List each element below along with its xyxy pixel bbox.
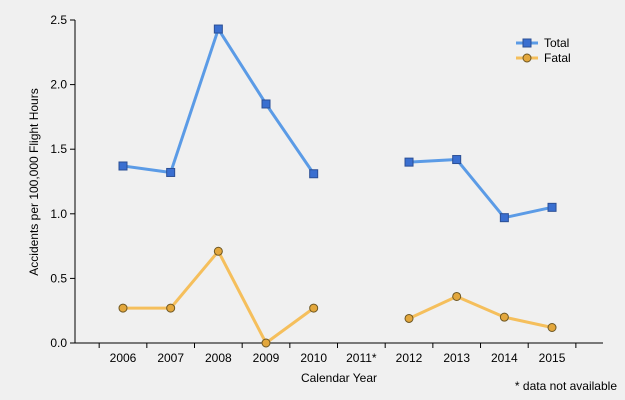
x-tick-label: 2008 <box>205 351 232 365</box>
x-tick-label: 2014 <box>491 351 518 365</box>
y-tick-label: 1.0 <box>50 207 67 221</box>
data-point-fatal <box>213 246 223 256</box>
data-point-total <box>499 213 509 223</box>
series-fatal <box>118 246 557 348</box>
y-tick-label: 1.5 <box>50 142 67 156</box>
series-total <box>118 24 557 223</box>
data-point-total <box>309 169 319 179</box>
y-tick-label: 0.0 <box>50 336 67 350</box>
data-point-fatal <box>499 312 509 322</box>
data-point-total <box>118 161 128 171</box>
x-tick-label: 2013 <box>443 351 470 365</box>
axes <box>74 20 603 344</box>
x-tick-label: 2006 <box>110 351 137 365</box>
data-point-total <box>261 99 271 109</box>
y-tick-label: 0.5 <box>50 271 67 285</box>
legend-label-total: Total <box>544 36 569 50</box>
legend-item-fatal: Fatal <box>516 51 571 65</box>
x-tick-label: 2010 <box>300 351 327 365</box>
data-point-fatal <box>404 313 414 323</box>
x-tick-label: 2007 <box>157 351 184 365</box>
data-point-total <box>452 155 462 165</box>
footnote: * data not available <box>515 379 617 393</box>
x-ticks: 2006 2007 2008 2009 2010 2011* 2012 2013 2014 201… <box>98 343 577 365</box>
data-point-fatal <box>452 291 462 301</box>
data-point-total <box>404 157 414 167</box>
data-point-fatal <box>547 322 557 332</box>
series-line-fatal <box>407 294 554 329</box>
data-point-total <box>547 202 557 212</box>
data-point-fatal <box>166 303 176 313</box>
legend-item-total: Total <box>516 36 569 50</box>
legend-label-fatal: Fatal <box>544 51 571 65</box>
legend-marker-total <box>522 38 532 48</box>
y-tick-label: 2.5 <box>50 13 67 27</box>
data-point-fatal <box>118 303 128 313</box>
data-point-fatal <box>261 338 271 348</box>
y-axis-title: Accidents per 100,000 Flight Hours <box>27 88 41 275</box>
data-point-fatal <box>309 303 319 313</box>
x-axis-title: Calendar Year <box>301 371 377 385</box>
y-ticks: 0.0 0.5 1.0 1.5 2.0 2.5 <box>50 13 75 350</box>
x-tick-label: 2009 <box>253 351 280 365</box>
legend-marker-fatal <box>522 53 532 63</box>
y-tick-label: 2.0 <box>50 78 67 92</box>
x-tick-label: 2012 <box>396 351 423 365</box>
data-point-total <box>166 167 176 177</box>
series-line-total <box>407 158 554 220</box>
series-layer <box>118 24 557 348</box>
x-tick-label: 2015 <box>539 351 566 365</box>
x-tick-label: 2011* <box>346 351 377 365</box>
data-point-total <box>213 24 223 34</box>
